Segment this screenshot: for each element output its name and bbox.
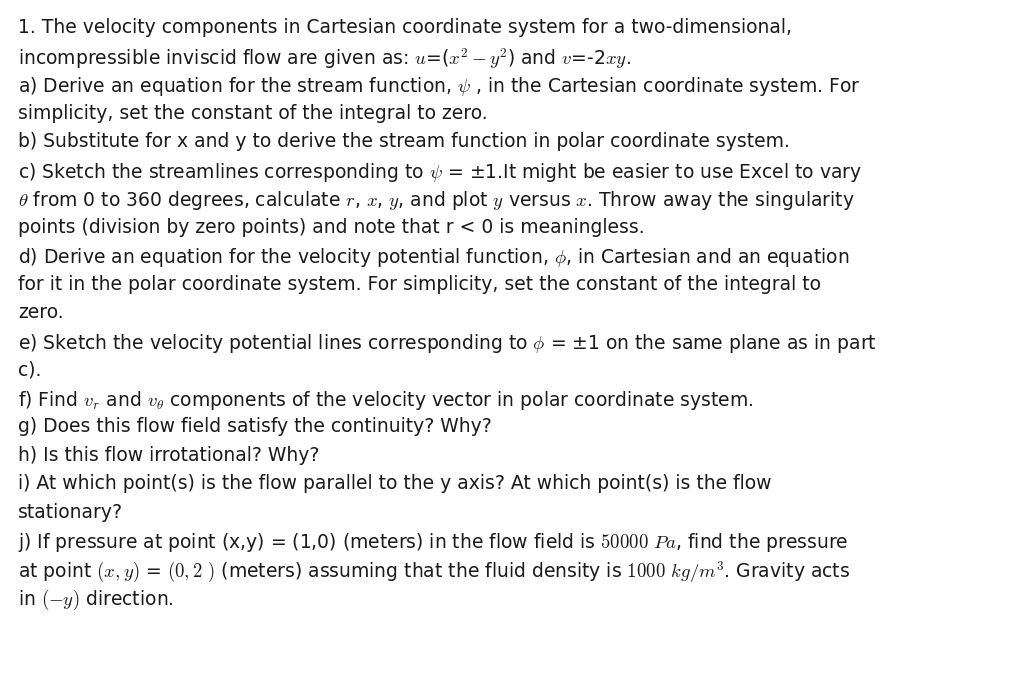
Text: incompressible inviscid flow are given as: $u$=($x^2 - y^2$) and $v$=-2$xy$.: incompressible inviscid flow are given a… bbox=[18, 47, 630, 72]
Text: i) At which point(s) is the flow parallel to the y axis? At which point(s) is th: i) At which point(s) is the flow paralle… bbox=[18, 474, 770, 493]
Text: g) Does this flow field satisfy the continuity? Why?: g) Does this flow field satisfy the cont… bbox=[18, 417, 491, 436]
Text: points (division by zero points) and note that r < 0 is meaningless.: points (division by zero points) and not… bbox=[18, 218, 644, 237]
Text: e) Sketch the velocity potential lines corresponding to $\phi$ = ±1 on the same : e) Sketch the velocity potential lines c… bbox=[18, 331, 876, 354]
Text: at point $\mathit{(x,y)}$ = $\mathit{(0,2}$ $\mathit{)}$ (meters) assuming that : at point $\mathit{(x,y)}$ = $\mathit{(0,… bbox=[18, 560, 849, 585]
Text: f) Find $v_r$ and $v_\theta$ components of the velocity vector in polar coordina: f) Find $v_r$ and $v_\theta$ components … bbox=[18, 389, 752, 412]
Text: j) If pressure at point (x,y) = (1,0) (meters) in the flow field is $\mathit{500: j) If pressure at point (x,y) = (1,0) (m… bbox=[18, 531, 847, 554]
Text: stationary?: stationary? bbox=[18, 502, 123, 521]
Text: a) Derive an equation for the stream function, $\psi$ , in the Cartesian coordin: a) Derive an equation for the stream fun… bbox=[18, 75, 859, 98]
Text: zero.: zero. bbox=[18, 303, 64, 322]
Text: in $\mathit{(-y)}$ direction.: in $\mathit{(-y)}$ direction. bbox=[18, 588, 174, 612]
Text: c).: c). bbox=[18, 360, 41, 379]
Text: 1. The velocity components in Cartesian coordinate system for a two-dimensional,: 1. The velocity components in Cartesian … bbox=[18, 18, 792, 37]
Text: simplicity, set the constant of the integral to zero.: simplicity, set the constant of the inte… bbox=[18, 103, 487, 122]
Text: h) Is this flow irrotational? Why?: h) Is this flow irrotational? Why? bbox=[18, 445, 319, 464]
Text: b) Substitute for x and y to derive the stream function in polar coordinate syst: b) Substitute for x and y to derive the … bbox=[18, 132, 790, 151]
Text: c) Sketch the streamlines corresponding to $\psi$ = ±1.It might be easier to use: c) Sketch the streamlines corresponding … bbox=[18, 160, 861, 183]
Text: for it in the polar coordinate system. For simplicity, set the constant of the i: for it in the polar coordinate system. F… bbox=[18, 274, 820, 293]
Text: d) Derive an equation for the velocity potential function, $\phi$, in Cartesian : d) Derive an equation for the velocity p… bbox=[18, 246, 848, 269]
Text: $\theta$ from 0 to 360 degrees, calculate $r$, $x$, $y$, and plot $y$ versus $x$: $\theta$ from 0 to 360 degrees, calculat… bbox=[18, 189, 853, 212]
